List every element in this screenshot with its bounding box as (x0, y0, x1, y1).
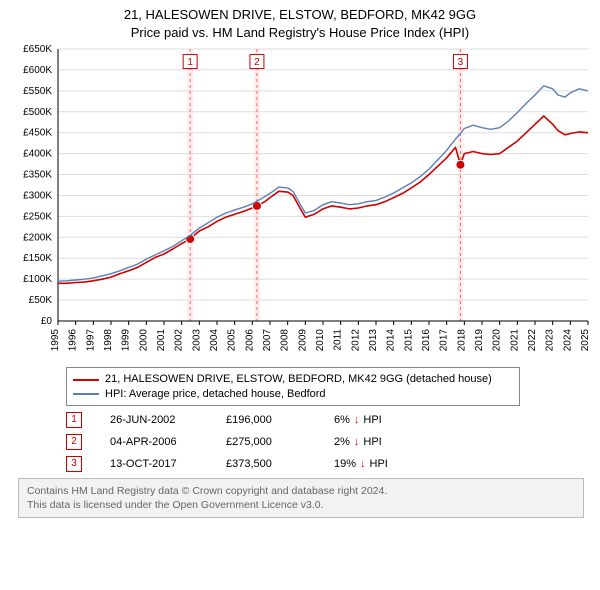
svg-text:£350K: £350K (23, 170, 52, 181)
svg-text:£150K: £150K (23, 253, 52, 264)
legend-label: 21, HALESOWEN DRIVE, ELSTOW, BEDFORD, MK… (105, 372, 492, 387)
sale-date: 13-OCT-2017 (110, 458, 198, 470)
sale-vs-hpi: 19%↓HPI (334, 458, 424, 470)
sale-date: 04-APR-2006 (110, 436, 198, 448)
data-attribution-footer: Contains HM Land Registry data © Crown c… (18, 478, 584, 518)
svg-text:£200K: £200K (23, 232, 52, 243)
svg-text:2020: 2020 (492, 329, 503, 352)
legend-swatch (73, 393, 99, 395)
svg-text:2019: 2019 (474, 329, 485, 352)
title-subtitle: Price paid vs. HM Land Registry's House … (8, 24, 592, 42)
svg-text:2007: 2007 (262, 329, 273, 352)
sale-vs-hpi: 6%↓HPI (334, 414, 424, 426)
svg-text:1996: 1996 (68, 329, 79, 352)
svg-text:1999: 1999 (121, 329, 132, 352)
svg-text:1995: 1995 (50, 329, 61, 352)
chart-titles: 21, HALESOWEN DRIVE, ELSTOW, BEDFORD, MK… (8, 6, 592, 41)
svg-text:2006: 2006 (244, 329, 255, 352)
svg-text:£500K: £500K (23, 107, 52, 118)
svg-text:2012: 2012 (350, 329, 361, 352)
down-arrow-icon: ↓ (354, 414, 360, 426)
svg-text:£650K: £650K (23, 44, 52, 55)
legend: 21, HALESOWEN DRIVE, ELSTOW, BEDFORD, MK… (66, 367, 520, 406)
svg-text:2003: 2003 (191, 329, 202, 352)
title-address: 21, HALESOWEN DRIVE, ELSTOW, BEDFORD, MK… (8, 6, 592, 24)
svg-text:£300K: £300K (23, 191, 52, 202)
svg-text:2017: 2017 (439, 329, 450, 352)
svg-text:£550K: £550K (23, 86, 52, 97)
svg-text:1997: 1997 (85, 329, 96, 352)
svg-text:2002: 2002 (174, 329, 185, 352)
legend-row: 21, HALESOWEN DRIVE, ELSTOW, BEDFORD, MK… (73, 372, 513, 387)
svg-text:£250K: £250K (23, 211, 52, 222)
svg-text:2011: 2011 (333, 329, 344, 351)
svg-text:1: 1 (187, 57, 193, 68)
svg-text:2008: 2008 (280, 329, 291, 352)
svg-text:2: 2 (254, 57, 260, 68)
chart-container: 21, HALESOWEN DRIVE, ELSTOW, BEDFORD, MK… (0, 0, 600, 518)
svg-text:£600K: £600K (23, 65, 52, 76)
svg-text:2022: 2022 (527, 329, 538, 352)
down-arrow-icon: ↓ (354, 436, 360, 448)
sale-marker-row: 3 13-OCT-2017 £373,500 19%↓HPI (66, 456, 584, 472)
sale-marker-badge: 3 (66, 456, 82, 472)
svg-text:2000: 2000 (138, 329, 149, 352)
svg-text:1998: 1998 (103, 329, 114, 352)
svg-text:2009: 2009 (297, 329, 308, 352)
legend-label: HPI: Average price, detached house, Bedf… (105, 387, 326, 402)
sale-price: £275,000 (226, 436, 306, 448)
svg-text:2023: 2023 (545, 329, 556, 352)
svg-text:2010: 2010 (315, 329, 326, 352)
svg-text:£400K: £400K (23, 149, 52, 160)
svg-text:2014: 2014 (386, 329, 397, 352)
svg-text:£100K: £100K (23, 274, 52, 285)
sale-marker-badge: 1 (66, 412, 82, 428)
svg-text:£450K: £450K (23, 128, 52, 139)
legend-swatch (73, 379, 99, 381)
sale-price: £196,000 (226, 414, 306, 426)
svg-text:2018: 2018 (456, 329, 467, 352)
svg-text:2016: 2016 (421, 329, 432, 352)
legend-row: HPI: Average price, detached house, Bedf… (73, 387, 513, 402)
sale-marker-row: 2 04-APR-2006 £275,000 2%↓HPI (66, 434, 584, 450)
sale-marker-badge: 2 (66, 434, 82, 450)
svg-text:2021: 2021 (509, 329, 520, 352)
down-arrow-icon: ↓ (360, 458, 366, 470)
sales-markers-table: 1 26-JUN-2002 £196,000 6%↓HPI 2 04-APR-2006 £2… (66, 412, 584, 472)
svg-text:2001: 2001 (156, 329, 167, 352)
svg-text:£50K: £50K (29, 295, 53, 306)
svg-text:2004: 2004 (209, 329, 220, 352)
svg-text:£0: £0 (41, 316, 53, 327)
svg-text:2013: 2013 (368, 329, 379, 352)
sale-marker-row: 1 26-JUN-2002 £196,000 6%↓HPI (66, 412, 584, 428)
svg-text:2015: 2015 (403, 329, 414, 352)
svg-text:2024: 2024 (562, 329, 573, 352)
svg-text:3: 3 (458, 57, 464, 68)
sale-price: £373,500 (226, 458, 306, 470)
svg-text:2005: 2005 (227, 329, 238, 352)
footer-line-2: This data is licensed under the Open Gov… (27, 498, 575, 512)
svg-text:2025: 2025 (580, 329, 591, 352)
footer-line-1: Contains HM Land Registry data © Crown c… (27, 484, 575, 498)
sale-date: 26-JUN-2002 (110, 414, 198, 426)
sale-vs-hpi: 2%↓HPI (334, 436, 424, 448)
price-chart: £0 £50K £100K £150K £200K £250K £300K £350K £400… (8, 41, 592, 361)
